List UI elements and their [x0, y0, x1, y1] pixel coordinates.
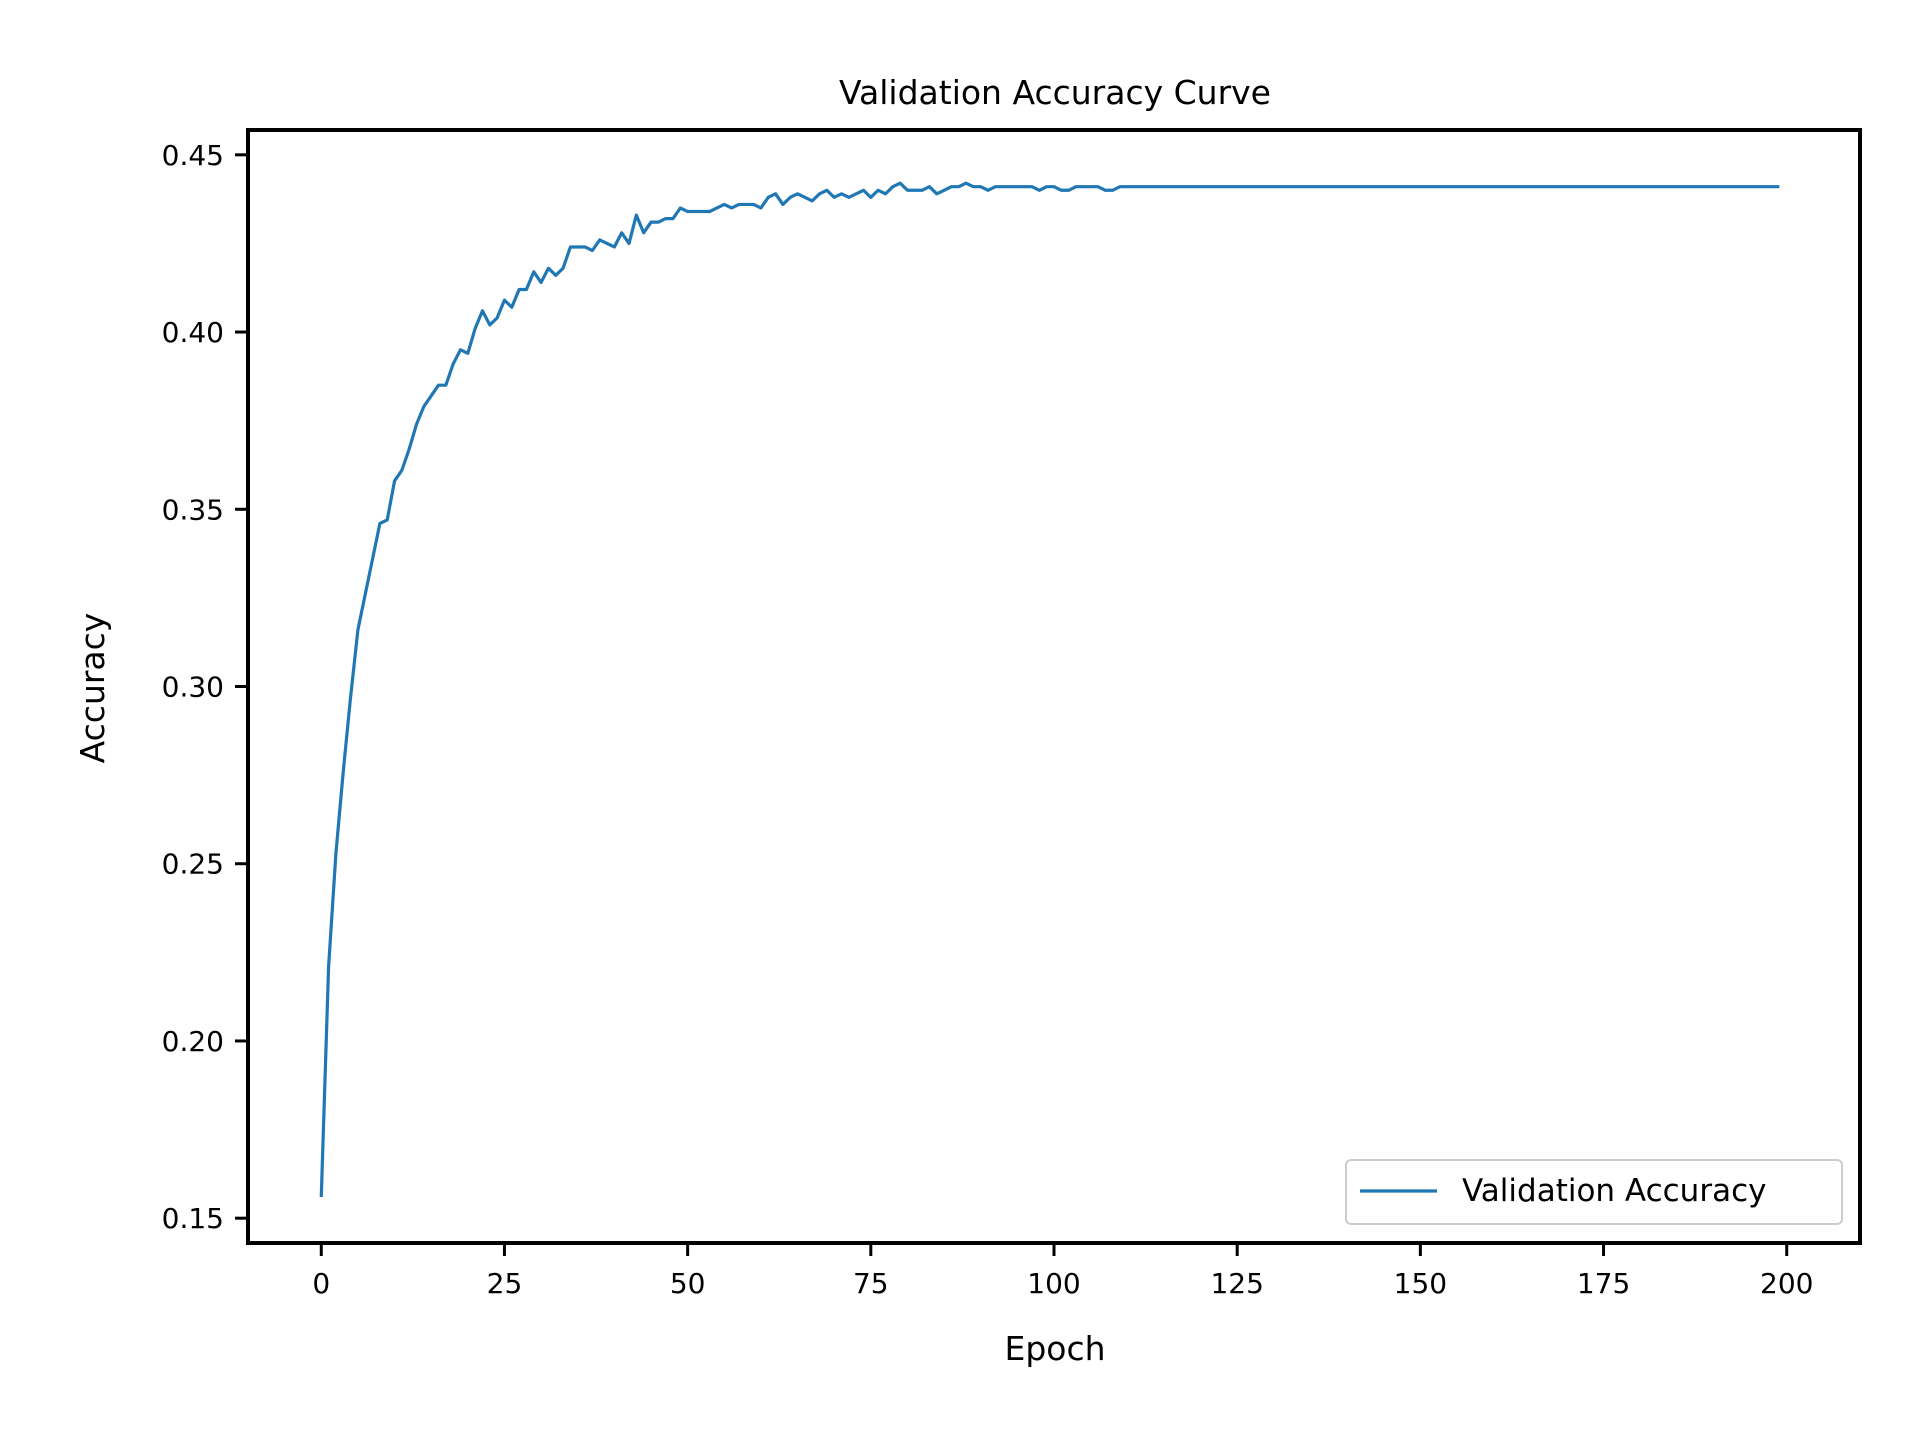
y-tick-label: 0.40: [162, 316, 224, 349]
x-tick-label: 200: [1760, 1267, 1813, 1300]
y-axis-title: Accuracy: [73, 613, 112, 764]
x-tick-label: 125: [1210, 1267, 1263, 1300]
legend: Validation Accuracy: [1345, 1159, 1843, 1225]
x-axis-title: Epoch: [1004, 1329, 1105, 1368]
legend-label: Validation Accuracy: [1462, 1173, 1766, 1209]
y-tick-label: 0.25: [162, 848, 224, 881]
y-tick-label: 0.20: [162, 1025, 224, 1058]
x-axis-ticks: 0 25 50 75 100 125 150 175 200: [312, 1243, 1813, 1300]
y-tick-label: 0.35: [162, 493, 224, 526]
y-tick-label: 0.30: [162, 671, 224, 704]
y-axis-ticks: 0.15 0.20 0.25 0.30 0.35 0.40 0.45: [162, 139, 248, 1235]
x-tick-label: 0: [312, 1267, 330, 1300]
chart-title: Validation Accuracy Curve: [839, 73, 1271, 112]
x-tick-label: 75: [853, 1267, 889, 1300]
legend-box: [1345, 1159, 1843, 1225]
y-tick-label: 0.45: [162, 139, 224, 172]
x-tick-label: 25: [487, 1267, 523, 1300]
x-tick-label: 150: [1394, 1267, 1447, 1300]
y-tick-label: 0.15: [162, 1202, 224, 1235]
series-line-validation-accuracy: [319, 181, 1780, 1197]
x-tick-label: 50: [670, 1267, 706, 1300]
x-tick-label: 175: [1577, 1267, 1630, 1300]
plot-frame: [246, 128, 1862, 1245]
x-tick-label: 100: [1027, 1267, 1080, 1300]
